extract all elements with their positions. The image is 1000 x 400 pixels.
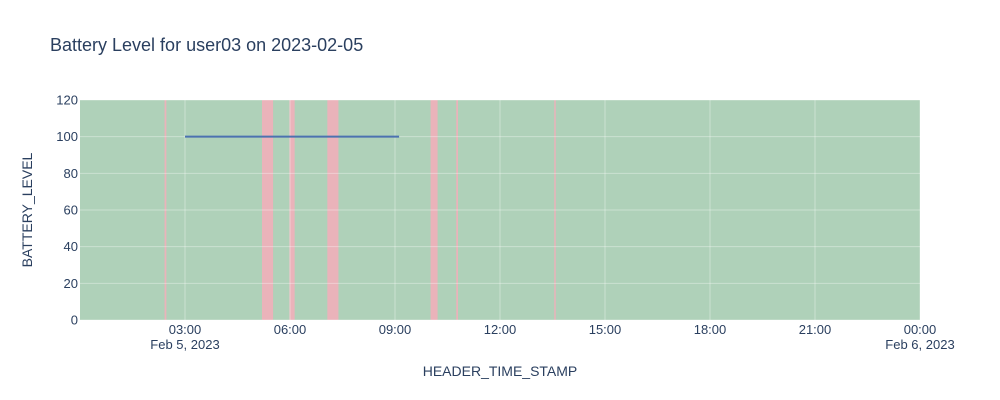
- y-tick-label: 0: [71, 313, 78, 328]
- y-tick-label: 120: [56, 93, 78, 108]
- x-tick-label: 12:00: [484, 322, 517, 337]
- y-tick-label: 20: [64, 276, 78, 291]
- highlight-band: [289, 100, 295, 320]
- plot-area: [80, 99, 921, 321]
- x-tick-label: 18:00: [694, 322, 727, 337]
- x-tick-date-label: Feb 6, 2023: [885, 337, 954, 352]
- x-axis-title: HEADER_TIME_STAMP: [423, 363, 578, 379]
- y-tick-label: 60: [64, 203, 78, 218]
- highlight-band: [456, 100, 458, 320]
- chart-title: Battery Level for user03 on 2023-02-05: [50, 35, 363, 55]
- x-tick-label: 03:00: [169, 322, 202, 337]
- y-tick-label: 100: [56, 129, 78, 144]
- highlight-band: [164, 100, 167, 320]
- highlight-band: [262, 100, 274, 320]
- y-tick-label: 40: [64, 239, 78, 254]
- x-tick-label: 09:00: [379, 322, 412, 337]
- highlight-band: [430, 100, 438, 320]
- x-tick-date-label: Feb 5, 2023: [150, 337, 219, 352]
- x-tick-label: 21:00: [799, 322, 832, 337]
- x-tick-label: 00:00: [904, 322, 937, 337]
- y-axis-title: BATTERY_LEVEL: [19, 152, 35, 267]
- x-tick-label: 15:00: [589, 322, 622, 337]
- x-tick-label: 06:00: [274, 322, 307, 337]
- highlight-band: [554, 100, 556, 320]
- highlight-band: [327, 100, 339, 320]
- y-axis-ticks: 0 20 40 60 80 100 120: [56, 93, 78, 328]
- y-tick-label: 80: [64, 166, 78, 181]
